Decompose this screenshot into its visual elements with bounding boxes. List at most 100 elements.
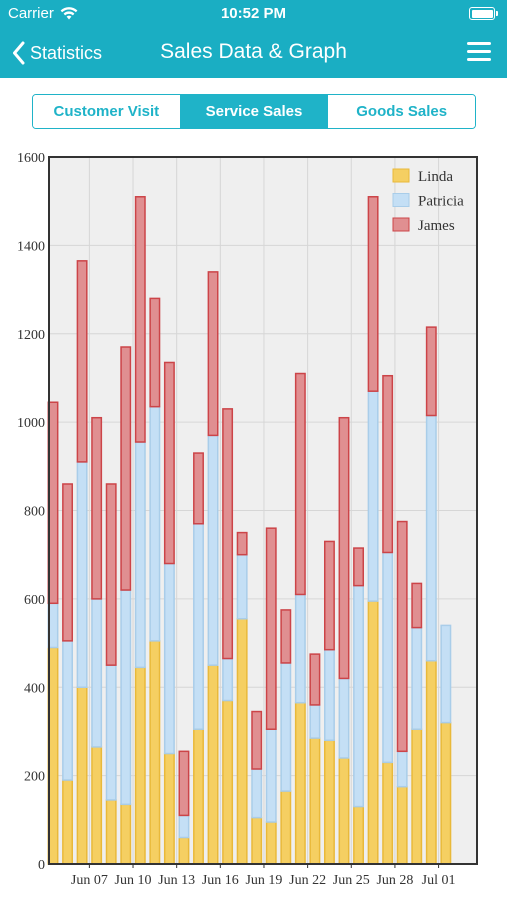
x-tick-label: Jun 16 bbox=[202, 873, 239, 888]
bar-james bbox=[207, 271, 219, 437]
bar-james bbox=[222, 408, 234, 660]
bar-james bbox=[309, 653, 321, 706]
bar-james bbox=[91, 416, 103, 600]
bar-patricia bbox=[309, 704, 321, 739]
bar-patricia bbox=[353, 584, 365, 808]
bar-james bbox=[120, 346, 132, 591]
bar-patricia bbox=[62, 640, 73, 781]
tab-service-sales[interactable]: Service Sales bbox=[180, 95, 329, 128]
bar-linda bbox=[280, 790, 292, 865]
bar-linda bbox=[382, 761, 394, 865]
bar-james bbox=[411, 582, 423, 629]
bar-patricia bbox=[294, 593, 306, 704]
bar-patricia bbox=[251, 768, 263, 819]
bar-linda bbox=[425, 659, 437, 865]
bar-patricia bbox=[134, 441, 146, 669]
bar-linda bbox=[294, 701, 306, 865]
bar-patricia bbox=[338, 677, 350, 759]
bar-linda bbox=[251, 816, 263, 865]
status-time: 10:52 PM bbox=[220, 5, 287, 22]
bar-linda bbox=[207, 664, 219, 865]
bar-patricia bbox=[207, 434, 219, 666]
y-tick-label: 400 bbox=[24, 681, 45, 696]
bar-linda bbox=[76, 686, 88, 865]
bar-patricia bbox=[236, 553, 248, 620]
bar-patricia bbox=[382, 551, 394, 764]
x-tick-label: Jun 07 bbox=[71, 873, 108, 888]
bar-linda bbox=[91, 746, 103, 865]
bar-linda bbox=[367, 600, 379, 865]
y-tick-label: 600 bbox=[24, 593, 45, 608]
back-button-label: Statistics bbox=[30, 42, 103, 63]
bar-james bbox=[149, 297, 161, 408]
bar-james bbox=[280, 609, 292, 664]
bar-james bbox=[338, 416, 350, 680]
bar-linda bbox=[134, 666, 146, 865]
battery-icon bbox=[469, 7, 498, 20]
legend-label-patricia: Patricia bbox=[418, 194, 464, 210]
bar-james bbox=[294, 372, 306, 596]
bar-patricia bbox=[411, 626, 423, 730]
x-tick-label: Jun 19 bbox=[245, 873, 282, 888]
sales-chart: 0 200 400 600 800 1000 1200 1400 1600 Jun 07 Jun 1… bbox=[0, 140, 507, 900]
legend-swatch-james bbox=[392, 217, 410, 232]
bar-linda bbox=[62, 779, 73, 865]
bar-james bbox=[367, 196, 379, 392]
bar-linda bbox=[236, 618, 248, 865]
bar-patricia bbox=[91, 598, 103, 748]
tab-customer-visit[interactable]: Customer Visit bbox=[33, 95, 181, 128]
plot-frame bbox=[48, 156, 478, 865]
bar-james bbox=[236, 531, 248, 556]
bar-james bbox=[265, 527, 277, 730]
bar-patricia bbox=[193, 523, 204, 730]
page-title: Sales Data & Graph bbox=[160, 40, 347, 63]
y-tick-label: 200 bbox=[24, 770, 45, 785]
x-tick-label: Jun 13 bbox=[158, 873, 195, 888]
bar-linda bbox=[411, 728, 423, 865]
bar-linda bbox=[163, 752, 175, 865]
bar-james bbox=[62, 483, 73, 642]
chevron-left-icon bbox=[13, 41, 25, 65]
y-tick-label: 1400 bbox=[17, 239, 45, 254]
bar-patricia bbox=[265, 728, 277, 823]
x-tick-label: Jun 22 bbox=[289, 873, 326, 888]
wifi-icon bbox=[60, 7, 78, 20]
bar-linda bbox=[353, 805, 365, 865]
x-tick-label: Jul 01 bbox=[422, 873, 456, 888]
back-button[interactable]: Statistics bbox=[12, 38, 102, 68]
bar-patricia bbox=[324, 648, 335, 742]
bar-linda bbox=[440, 721, 452, 865]
carrier-label: Carrier bbox=[8, 5, 54, 22]
bar-patricia bbox=[440, 624, 452, 724]
y-tick-label: 1000 bbox=[17, 416, 45, 431]
bar-linda bbox=[324, 739, 335, 865]
hamburger-menu-icon[interactable] bbox=[467, 42, 491, 62]
bar-james bbox=[178, 750, 190, 817]
bar-james bbox=[193, 452, 204, 525]
legend-label-linda: Linda bbox=[418, 169, 453, 185]
bar-james bbox=[163, 361, 175, 565]
bar-patricia bbox=[280, 662, 292, 792]
legend-swatch-linda bbox=[392, 168, 410, 183]
bar-james bbox=[105, 483, 117, 666]
bar-linda bbox=[222, 699, 234, 865]
status-bar: Carrier 10:52 PM bbox=[0, 0, 507, 28]
x-tick-label: Jun 28 bbox=[376, 873, 413, 888]
bar-james bbox=[382, 374, 394, 554]
bar-patricia bbox=[396, 750, 408, 788]
x-tick-label: Jun 25 bbox=[333, 873, 370, 888]
legend-swatch-patricia bbox=[392, 193, 410, 207]
bar-patricia bbox=[149, 405, 161, 642]
tab-goods-sales[interactable]: Goods Sales bbox=[328, 95, 475, 128]
bar-james bbox=[251, 710, 263, 770]
bar-james bbox=[396, 520, 408, 753]
x-tick-label: Jun 10 bbox=[115, 873, 152, 888]
y-tick-label: 0 bbox=[38, 858, 45, 873]
bar-linda bbox=[105, 799, 117, 865]
y-tick-label: 800 bbox=[24, 505, 45, 520]
bar-linda bbox=[338, 757, 350, 865]
bar-linda bbox=[396, 785, 408, 865]
bar-linda bbox=[193, 728, 204, 865]
y-tick-label: 1200 bbox=[17, 328, 45, 343]
bar-linda bbox=[265, 821, 277, 865]
